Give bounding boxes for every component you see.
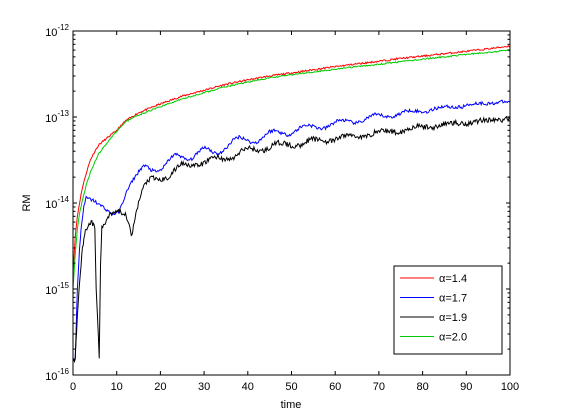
- x-tick-label: 50: [285, 381, 297, 393]
- series-layer: [73, 44, 510, 364]
- x-tick-label: 0: [70, 381, 76, 393]
- legend: α=1.4 α=1.7 α=1.9 α=2.0: [393, 265, 503, 355]
- legend-label-2: α=1.7: [439, 293, 467, 305]
- legend-box: [393, 265, 503, 355]
- x-tick-label: 90: [460, 381, 472, 393]
- legend-label-1: α=1.4: [439, 273, 467, 285]
- x-tick-label: 70: [373, 381, 385, 393]
- y-tick-label: 10-16: [45, 367, 69, 383]
- x-tick-label: 40: [242, 381, 254, 393]
- x-tick-label: 80: [416, 381, 428, 393]
- x-tick-label: 60: [329, 381, 341, 393]
- x-tick-label: 100: [501, 381, 519, 393]
- series-line-4: [73, 49, 510, 289]
- legend-label-3: α=1.9: [439, 312, 467, 324]
- y-tick-label: 10-12: [45, 23, 69, 39]
- y-tick-label: 10-14: [45, 195, 69, 211]
- series-line-2: [73, 99, 510, 363]
- y-axis-label: RM: [21, 194, 33, 211]
- x-tick-label: 30: [198, 381, 210, 393]
- x-axis-label: time: [281, 399, 302, 411]
- x-tick-label: 10: [111, 381, 123, 393]
- y-tick-label: 10-15: [45, 281, 69, 297]
- y-tick-label: 10-13: [45, 109, 69, 125]
- x-tick-label: 20: [154, 381, 166, 393]
- legend-label-4: α=2.0: [439, 332, 467, 344]
- series-line-3: [73, 115, 510, 364]
- axis-layer: 0 10 20 30 40 50 60 70 80 90 100 10-16 10-15 10-14 10-…: [45, 23, 519, 393]
